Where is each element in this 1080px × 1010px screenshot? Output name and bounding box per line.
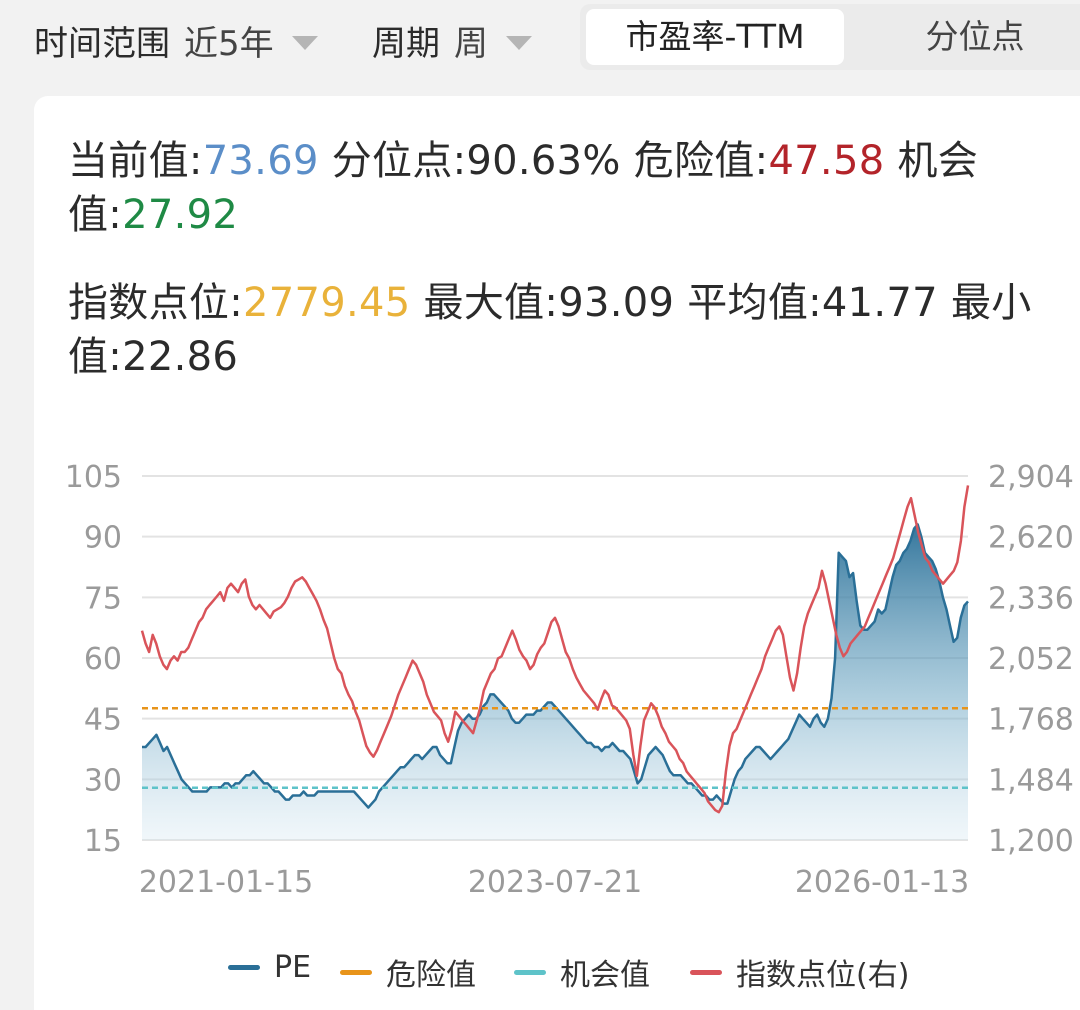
current-value: 73.69 <box>202 138 319 184</box>
avg-label: 平均值: <box>687 280 822 326</box>
tab-percentile[interactable]: 分位点 <box>925 17 1025 56</box>
y-right-tick-label: 1,200 <box>988 824 1074 859</box>
period-value: 周 <box>454 24 488 64</box>
index-value: 2779.45 <box>242 280 411 326</box>
opportunity-label-a: 机会 <box>897 138 979 184</box>
y-right-tick-label: 2,620 <box>988 521 1074 556</box>
opportunity-label-b: 值: <box>68 192 123 238</box>
y-left-tick-label: 30 <box>84 763 122 798</box>
y-right-tick-label: 1,768 <box>988 703 1074 738</box>
index-label: 指数点位: <box>68 280 243 326</box>
legend-swatch-opportunity <box>514 969 546 975</box>
metric-tab-group: 市盈率-TTM 分位点 <box>580 4 1080 70</box>
stats-line-4: 值:22.86 <box>68 330 1068 384</box>
legend-label-opportunity: 机会值 <box>560 958 650 993</box>
min-label-b: 值: <box>68 334 123 380</box>
time-range-label: 时间范围 <box>34 24 170 64</box>
max-value: 93.09 <box>558 280 675 326</box>
opportunity-value: 27.92 <box>122 192 239 238</box>
legend-item-index[interactable]: 指数点位(右) <box>690 950 909 994</box>
dropdown-caret-icon <box>291 35 318 50</box>
legend-swatch-index <box>690 969 722 975</box>
y-right-tick-label: 2,336 <box>988 581 1074 616</box>
avg-value: 41.77 <box>821 280 938 326</box>
x-tick-label: 2023-07-21 <box>468 865 642 900</box>
dropdown-caret-icon <box>506 35 532 50</box>
min-label-a: 最小 <box>950 280 1032 326</box>
y-left-tick-label: 90 <box>84 521 122 556</box>
stats-line-3: 指数点位:2779.45 最大值:93.09 平均值:41.77 最小 <box>68 276 1068 330</box>
pe-index-chart[interactable]: 105 90 75 60 45 30 15 2,904 2,620 2,336 2,052 1,768… <box>0 440 1080 900</box>
max-label: 最大值: <box>423 280 559 326</box>
legend-swatch-pe <box>228 965 260 970</box>
y-left-tick-label: 105 <box>65 460 122 495</box>
percentile-value: 90.63% <box>466 138 621 184</box>
time-range-value: 近5年 <box>184 24 274 64</box>
y-left-tick-label: 60 <box>84 642 122 677</box>
min-value: 22.86 <box>122 334 239 380</box>
y-left-tick-label: 45 <box>84 703 122 738</box>
x-tick-label: 2026-01-13 <box>795 865 969 900</box>
pe-line <box>142 523 969 809</box>
pe-area <box>142 524 968 840</box>
danger-value: 47.58 <box>768 138 885 184</box>
y-right-tick-label: 1,484 <box>988 763 1074 798</box>
tab-pe-ttm[interactable]: 市盈率-TTM <box>586 9 844 65</box>
stats-line-1: 当前值:73.69 分位点:90.63% 危险值:47.58 机会 <box>68 134 1068 188</box>
y-right-tick-label: 2,052 <box>988 642 1074 677</box>
time-range-selector[interactable]: 时间范围 近5年 <box>34 16 318 65</box>
x-tick-label: 2021-01-15 <box>139 865 313 900</box>
legend-item-opportunity[interactable]: 机会值 <box>514 950 650 994</box>
period-selector[interactable]: 周期 周 <box>372 16 532 65</box>
legend-swatch-danger <box>340 969 372 975</box>
chart-legend: PE 危险值 机会值 指数点位(右) <box>0 944 1080 994</box>
percentile-label: 分位点: <box>331 138 467 184</box>
y-left-tick-label: 75 <box>84 581 122 616</box>
stats-line-2: 值:27.92 <box>68 188 1068 242</box>
current-label: 当前值: <box>68 138 203 184</box>
legend-label-index: 指数点位(右) <box>736 958 910 993</box>
index-line <box>140 485 970 814</box>
stats-summary: 当前值:73.69 分位点:90.63% 危险值:47.58 机会 值:27.9… <box>68 134 1068 384</box>
period-label: 周期 <box>372 24 440 64</box>
y-right-tick-label: 2,904 <box>988 460 1074 495</box>
legend-label-pe: PE <box>274 950 312 985</box>
y-left-tick-label: 15 <box>84 824 122 859</box>
danger-label: 危险值: <box>633 138 769 184</box>
legend-item-danger[interactable]: 危险值 <box>340 950 476 994</box>
filter-bar: 时间范围 近5年 周期 周 市盈率-TTM 分位点 <box>0 0 1080 80</box>
legend-item-pe[interactable]: PE <box>228 950 311 985</box>
legend-label-danger: 危险值 <box>386 958 476 993</box>
